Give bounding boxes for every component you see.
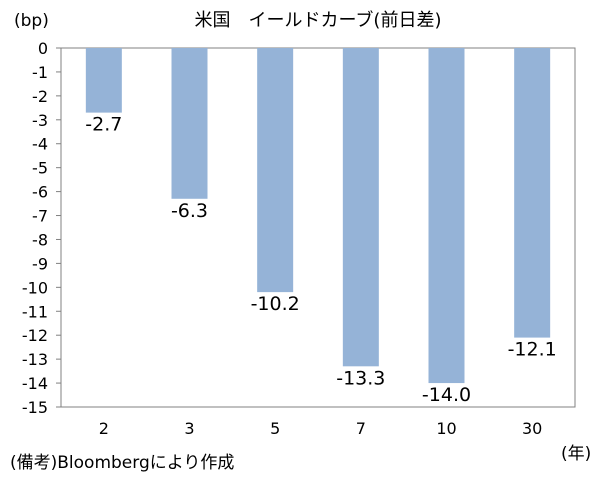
y-tick-label: -3: [32, 111, 48, 130]
bar-value-label: -12.1: [508, 339, 557, 361]
y-axis-unit-label: (bp): [14, 11, 49, 31]
y-tick-label: -11: [22, 302, 48, 321]
y-axis: 0 -1 -2 -3 -4 -5 -6 -7 -8 -9 -10 -11 -12 -13 -14 -15: [22, 39, 61, 417]
bar: [428, 48, 465, 384]
y-tick-label: -5: [32, 159, 48, 178]
y-tick-label: -1: [32, 63, 48, 82]
y-tick-label: -8: [32, 230, 48, 249]
y-tick-label: -10: [22, 278, 48, 297]
bar-value-label: -2.7: [85, 114, 122, 136]
y-tick-label: -2: [32, 87, 48, 106]
bar: [257, 48, 294, 293]
y-tick-label: -9: [32, 254, 48, 273]
y-tick-label: -12: [22, 326, 48, 345]
data-labels: -2.7 -6.3 -10.2 -13.3 -14.0 -12.1: [85, 114, 556, 406]
y-tick-label: -7: [32, 207, 48, 226]
bar-value-label: -13.3: [336, 367, 385, 389]
x-tick-label: 30: [522, 419, 542, 438]
x-tick-label: 10: [436, 419, 456, 438]
bar-value-label: -10.2: [251, 293, 300, 315]
bar-value-label: -14.0: [422, 384, 471, 406]
bar-value-label: -6.3: [171, 200, 208, 222]
x-tick-label: 2: [99, 419, 109, 438]
plot-area-frame: [60, 47, 576, 408]
y-tick-label: -6: [32, 183, 48, 202]
x-tick-label: 5: [270, 419, 280, 438]
y-tick-label: -14: [22, 374, 48, 393]
y-tick-label: -15: [22, 398, 48, 417]
bar: [342, 48, 379, 367]
x-tick-label: 3: [184, 419, 194, 438]
y-tick-label: -13: [22, 350, 48, 369]
x-axis: 2 3 5 7 10 30: [99, 419, 543, 438]
bar-series: [85, 48, 551, 384]
bar: [85, 48, 122, 113]
bar: [171, 48, 208, 199]
source-note: (備考)Bloombergにより作成: [10, 453, 235, 473]
y-tick-label: -4: [32, 135, 48, 154]
y-tick-label: 0: [38, 39, 48, 58]
chart-title: 米国 イールドカーブ(前日差): [195, 9, 442, 31]
bar: [514, 48, 551, 338]
x-tick-label: 7: [356, 419, 366, 438]
x-axis-unit-label: (年): [561, 444, 591, 464]
